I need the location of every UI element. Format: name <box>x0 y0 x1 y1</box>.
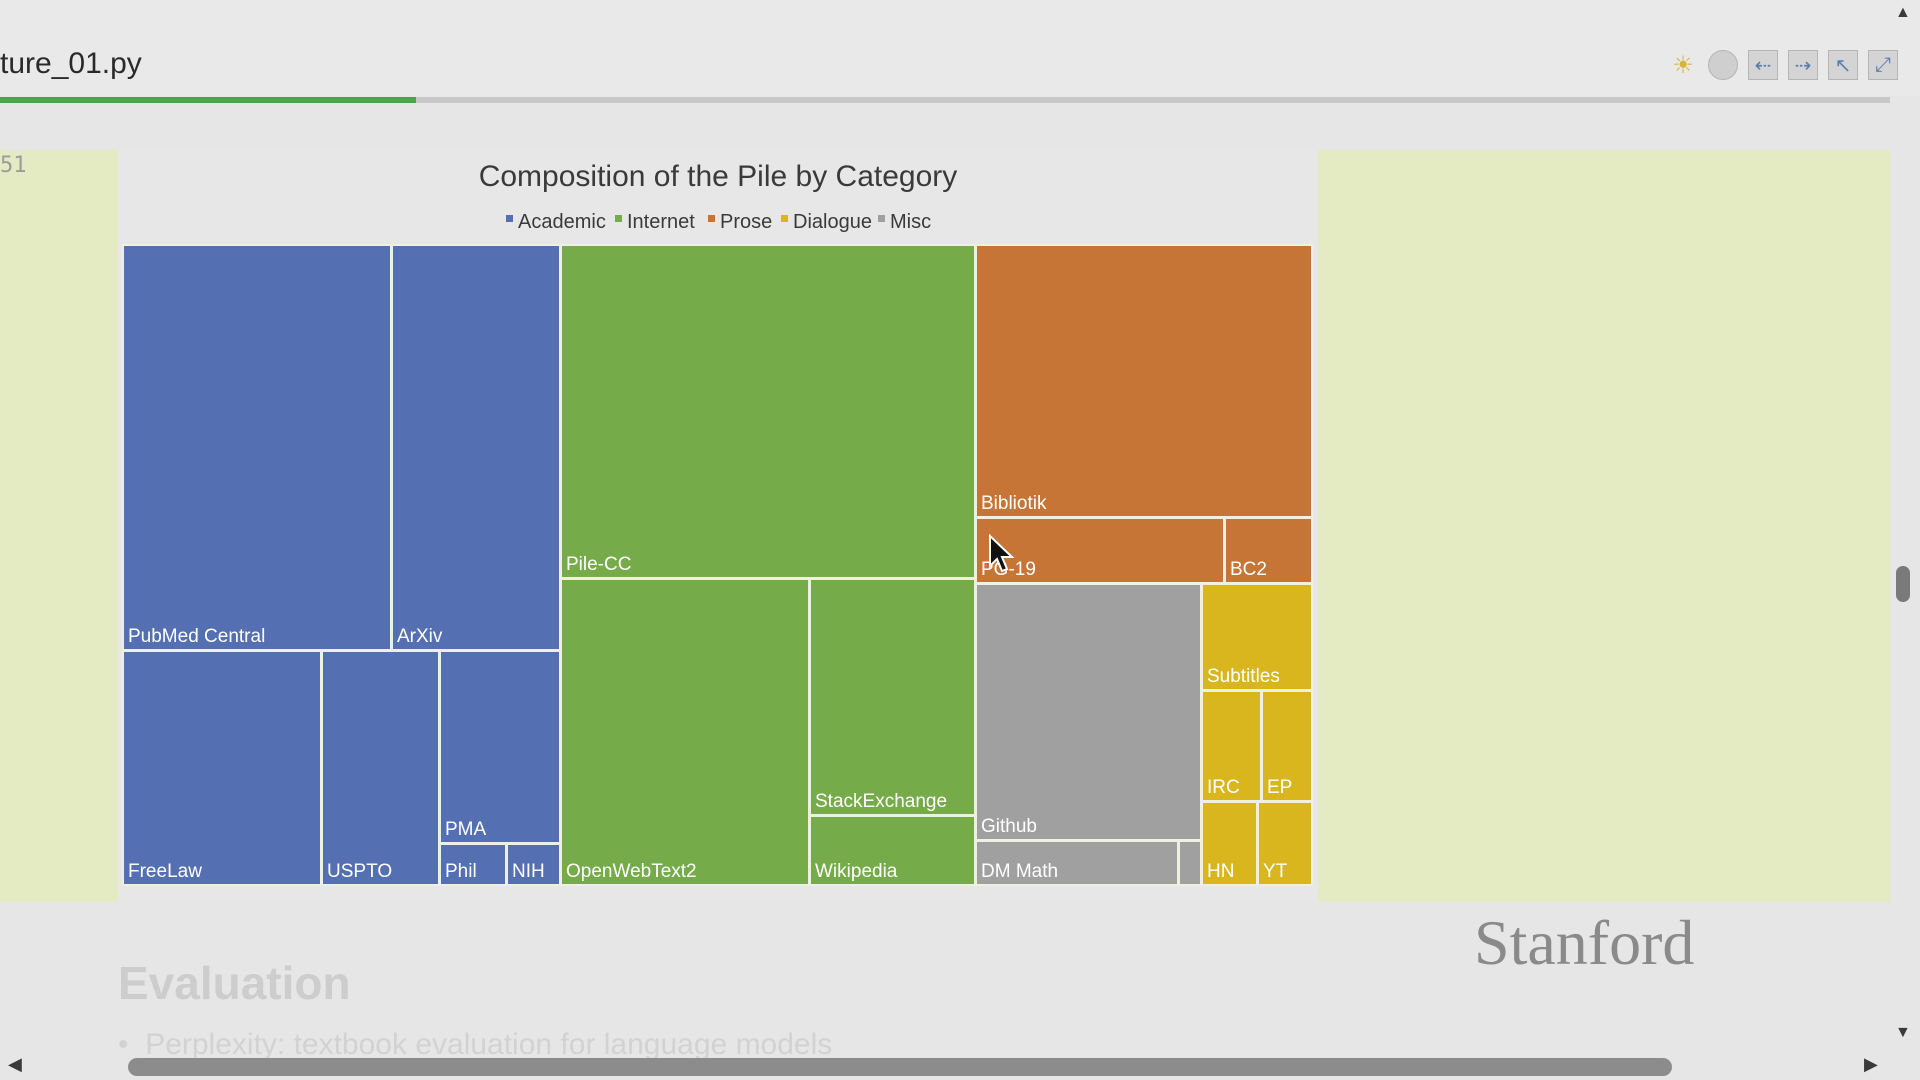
tile-label-ep: EP <box>1267 777 1292 798</box>
tile-subtitles <box>1201 583 1313 691</box>
scroll-right-icon[interactable]: ▶ <box>1864 1054 1878 1074</box>
progress-fill <box>0 97 416 103</box>
tile-arxiv <box>391 244 561 651</box>
tile-label-openwebtext2: OpenWebText2 <box>566 861 697 882</box>
tile-misc-small <box>1178 840 1202 886</box>
sun-cloud-icon[interactable]: ☀ <box>1672 51 1694 79</box>
horizontal-scroll-thumb[interactable] <box>128 1058 1672 1076</box>
next-slide-bullet: • Perplexity: textbook evaluation for la… <box>118 1028 833 1061</box>
scroll-up-icon[interactable]: ▲ <box>1895 4 1911 21</box>
tile-label-github: Github <box>981 816 1037 837</box>
toolbar: ☀ ● ⇠ ⇢ ↖ ⤢ <box>1668 50 1898 80</box>
tile-label-arxiv: ArXiv <box>397 626 443 647</box>
treemap-tiles: PubMed Central ArXiv FreeLaw USPTO PMA Phil NI… <box>122 244 1313 886</box>
tile-label-dm-math: DM Math <box>981 861 1058 882</box>
tile-label-nih: NIH <box>512 861 545 882</box>
scroll-left-icon[interactable]: ◀ <box>8 1054 22 1074</box>
stanford-logo: Stanford <box>1474 907 1695 978</box>
legend-label-prose: Prose <box>720 211 772 233</box>
vertical-scroll-thumb[interactable] <box>1896 566 1910 602</box>
tile-label-pubmed-central: PubMed Central <box>128 626 265 647</box>
tile-openwebtext2 <box>560 578 810 886</box>
tile-irc <box>1201 690 1262 802</box>
tile-uspto <box>321 650 440 886</box>
tile-label-wikipedia: Wikipedia <box>815 861 898 882</box>
tile-pma <box>439 650 561 844</box>
file-title: ture_01.py <box>0 47 142 80</box>
title-bar: ture_01.py ☀ ● ⇠ ⇢ ↖ ⤢ <box>0 0 1920 96</box>
legend-swatch-academic <box>506 215 513 222</box>
line-number: 51 <box>0 153 27 178</box>
circle-icon[interactable]: ● <box>1708 50 1738 80</box>
chart-legend: Academic Internet Prose Dialogue Misc <box>506 211 931 233</box>
tile-label-phil: Phil <box>445 861 477 882</box>
tile-label-pile-cc: Pile-CC <box>566 554 631 575</box>
legend-label-dialogue: Dialogue <box>793 211 872 233</box>
tile-ep <box>1261 690 1313 802</box>
tile-label-bibliotik: Bibliotik <box>981 493 1047 514</box>
legend-swatch-internet <box>615 215 622 222</box>
legend-label-academic: Academic <box>518 211 606 233</box>
tile-label-irc: IRC <box>1207 777 1240 798</box>
tile-phil <box>439 843 507 886</box>
expand-icon[interactable]: ⤢ <box>1868 50 1898 80</box>
legend-swatch-misc <box>878 215 885 222</box>
legend-swatch-dialogue <box>781 215 788 222</box>
tile-stackexchange <box>809 578 976 816</box>
arrow-up-left-icon[interactable]: ↖ <box>1828 50 1858 80</box>
next-slide-heading: Evaluation <box>118 957 351 1009</box>
tile-label-pg-19: PG-19 <box>981 559 1036 580</box>
tile-freelaw <box>122 650 322 886</box>
tile-label-bc2: BC2 <box>1230 559 1267 580</box>
tile-nih <box>506 843 561 886</box>
legend-label-internet: Internet <box>627 211 695 233</box>
legend-swatch-prose <box>708 215 715 222</box>
tile-bibliotik <box>975 244 1313 518</box>
arrow-right-icon[interactable]: ⇢ <box>1788 50 1818 80</box>
tile-label-yt: YT <box>1263 861 1288 882</box>
tile-pg-19 <box>975 517 1225 584</box>
mouse-cursor <box>989 534 1015 573</box>
progress-bar <box>0 97 1890 103</box>
tile-github <box>975 583 1202 841</box>
tile-label-freelaw: FreeLaw <box>128 861 202 882</box>
tile-yt <box>1257 801 1313 886</box>
scroll-down-icon[interactable]: ▼ <box>1895 1024 1911 1041</box>
chart-title: Composition of the Pile by Category <box>479 160 958 193</box>
tile-label-subtitles: Subtitles <box>1207 666 1280 687</box>
tile-label-uspto: USPTO <box>327 861 392 882</box>
tile-wikipedia <box>809 815 976 886</box>
tile-label-hn: HN <box>1207 861 1234 882</box>
tile-pubmed-central <box>122 244 392 651</box>
next-slide-bullet-text: Perplexity: textbook evaluation for lang… <box>145 1028 833 1061</box>
tile-dm-math <box>975 840 1179 886</box>
arrow-left-icon[interactable]: ⇠ <box>1748 50 1778 80</box>
tile-label-pma: PMA <box>445 819 487 840</box>
tile-label-stackexchange: StackExchange <box>815 791 947 812</box>
legend-label-misc: Misc <box>890 211 931 233</box>
tile-pile-cc <box>560 244 976 579</box>
